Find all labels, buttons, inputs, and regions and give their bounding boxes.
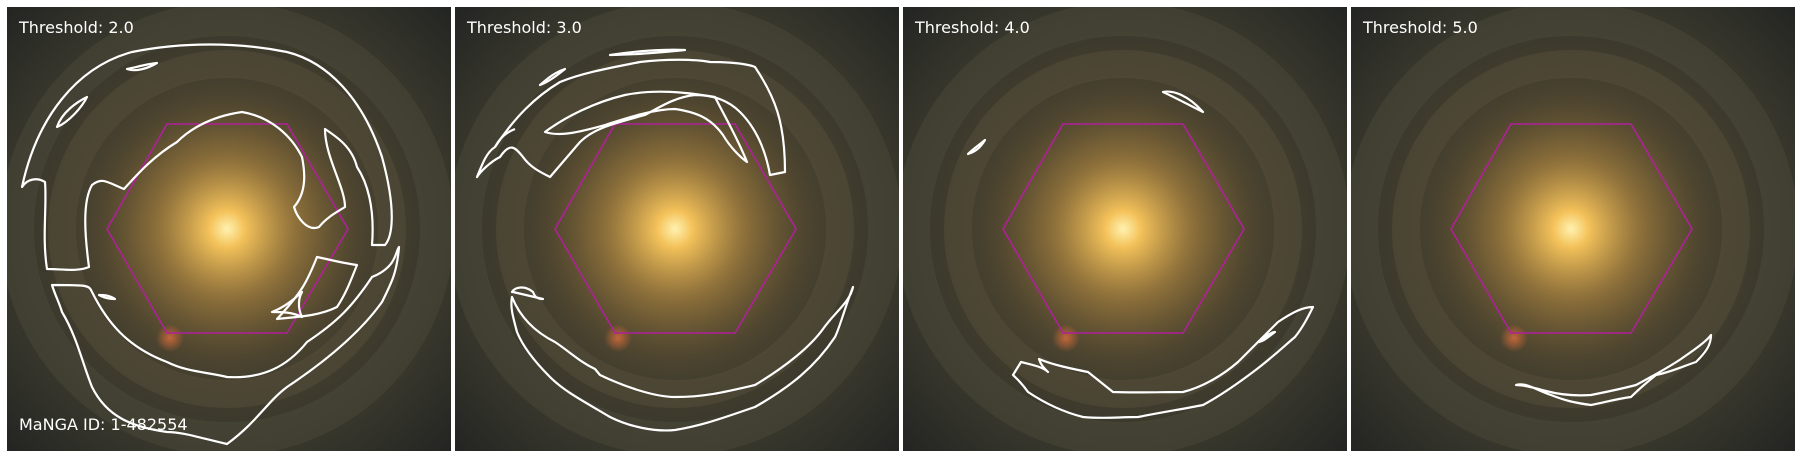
ifu-hexagon [1002, 123, 1245, 334]
galaxy-image [903, 7, 1347, 451]
ifu-hexagon [554, 123, 797, 334]
threshold-label: Threshold: 3.0 [467, 18, 582, 37]
galaxy-image [455, 7, 899, 451]
panel-threshold-3: Threshold: 3.0 [455, 7, 899, 451]
spiral-arm-contours [475, 48, 855, 432]
ifu-hexagon [1450, 123, 1693, 334]
spiral-arm-contours [966, 90, 1315, 419]
spiral-arm-contours [20, 43, 401, 446]
panel-threshold-2: Threshold: 2.0 MaNGA ID: 1-482554 [7, 7, 451, 451]
threshold-label: Threshold: 2.0 [19, 18, 134, 37]
panel-threshold-4: Threshold: 4.0 [903, 7, 1347, 451]
galaxy-id-label: MaNGA ID: 1-482554 [19, 415, 188, 434]
ifu-hexagon [106, 123, 349, 334]
spiral-arm-contours [1514, 333, 1713, 407]
threshold-label: Threshold: 4.0 [915, 18, 1030, 37]
galaxy-image [1351, 7, 1795, 451]
galaxy-image [7, 7, 451, 451]
panel-threshold-5: Threshold: 5.0 [1351, 7, 1795, 451]
threshold-label: Threshold: 5.0 [1363, 18, 1478, 37]
